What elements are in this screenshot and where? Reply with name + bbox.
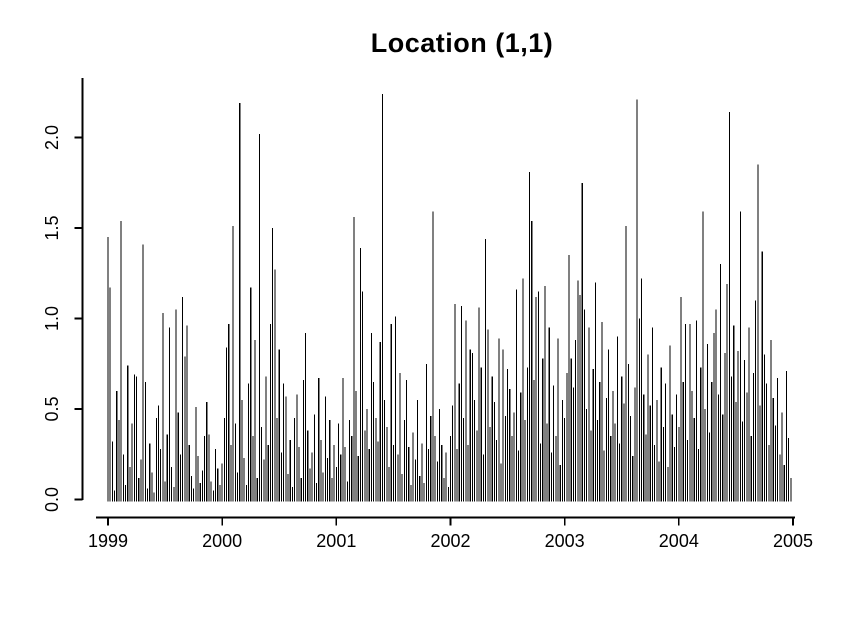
- y-tick-label: 0.5: [42, 396, 62, 421]
- y-axis-ticks-group: 0.0 0.5 1.0 1.5 2.0: [42, 125, 83, 512]
- x-tick-label: 2003: [545, 531, 585, 551]
- chart-title: Location (1,1): [371, 28, 554, 58]
- x-tick-label: 2005: [773, 531, 813, 551]
- y-tick-label: 1.0: [42, 306, 62, 331]
- x-tick-label: 2001: [316, 531, 356, 551]
- y-tick-label: 0.0: [42, 487, 62, 512]
- x-tick-label: 2002: [430, 531, 470, 551]
- y-tick-label: 1.5: [42, 215, 62, 240]
- x-axis-ticks-group: 1999 2000 2001 2002 2003 2004 2005: [88, 517, 813, 551]
- y-tick-label: 2.0: [42, 125, 62, 150]
- x-tick-label: 2000: [202, 531, 242, 551]
- x-tick-label: 2004: [659, 531, 699, 551]
- data-spikes-group: [107, 94, 792, 502]
- x-tick-label: 1999: [88, 531, 128, 551]
